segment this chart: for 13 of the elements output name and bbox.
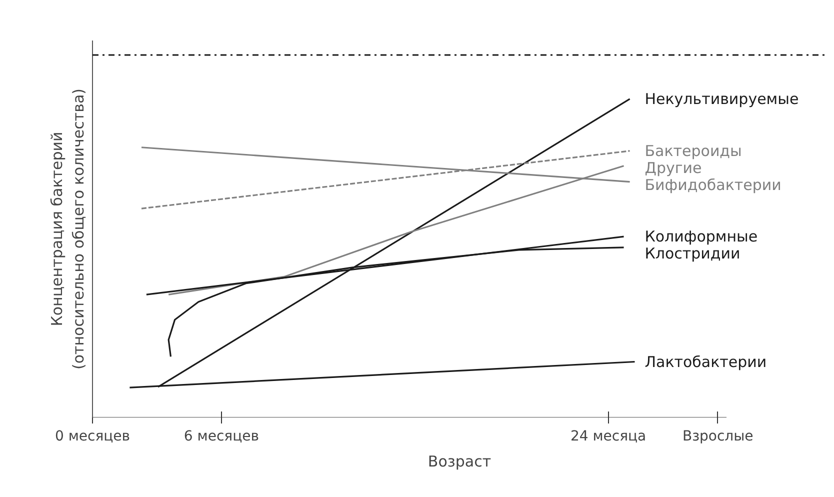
series-label: Колиформные <box>644 228 758 246</box>
y-axis-title: Концентрация бактерий (относительно общего количества) <box>48 88 88 370</box>
x-tick-label: Взрослые <box>682 428 754 444</box>
x-tick-label: 0 месяцев <box>54 428 130 444</box>
series-label: Некультивируемые <box>644 90 799 108</box>
x-tick-label: 6 месяцев <box>184 428 259 444</box>
series-label: Клостридии <box>644 244 740 263</box>
series-label: Бактероиды <box>644 142 742 160</box>
series-label: Другие <box>644 158 702 177</box>
x-tick-label: 24 месяца <box>570 428 646 444</box>
series-label: Бифидобактерии <box>644 176 782 194</box>
x-axis-title: Возраст <box>428 452 492 470</box>
series-label: Лактобактерии <box>644 352 767 371</box>
